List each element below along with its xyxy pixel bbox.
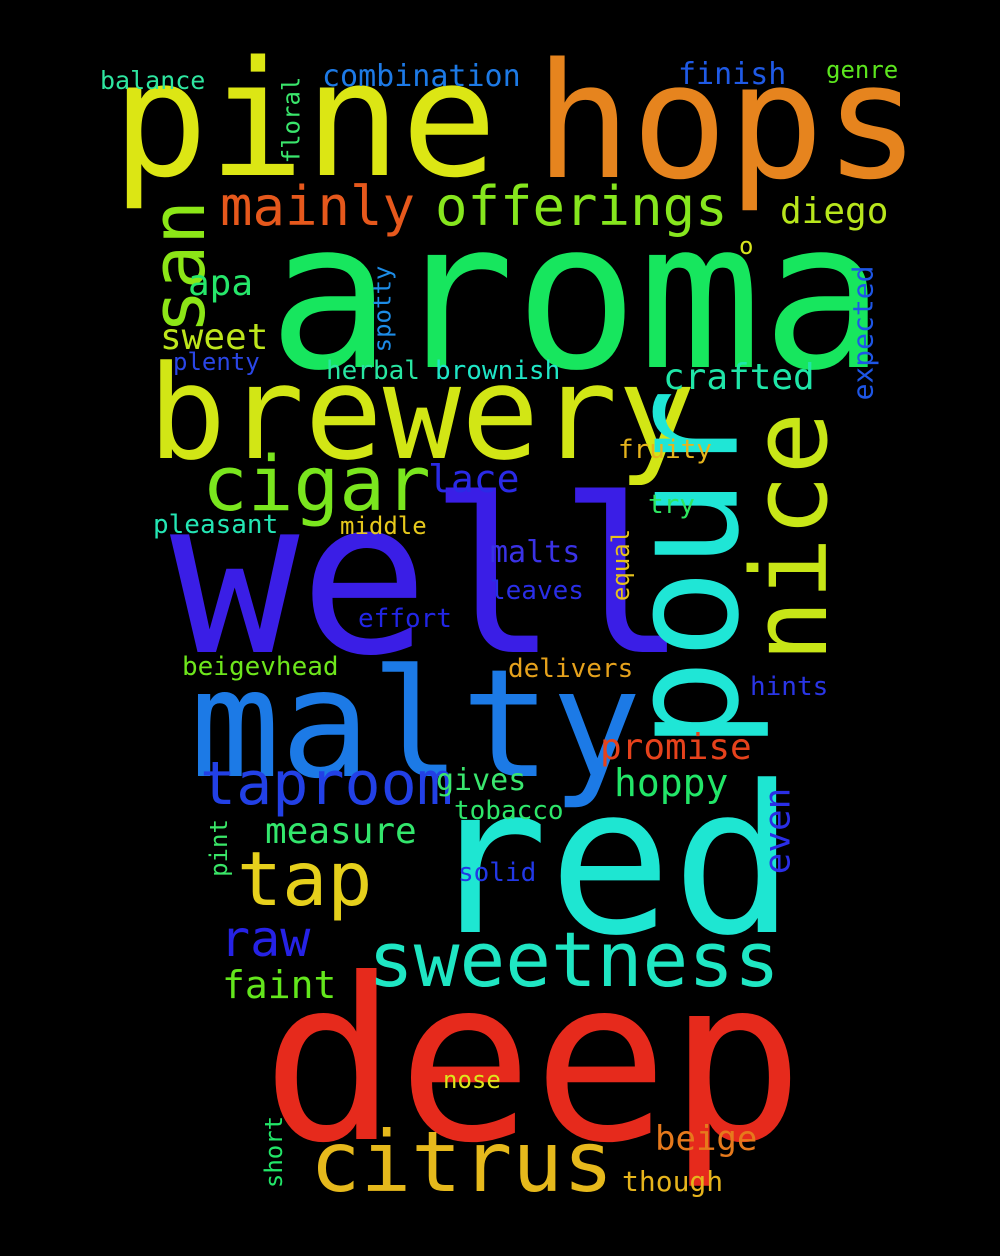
word-short: short bbox=[260, 1115, 289, 1189]
word-cigar: cigar bbox=[202, 439, 431, 528]
word-floral: floral bbox=[277, 76, 306, 164]
word-raw: raw bbox=[220, 910, 311, 968]
word-solid: solid bbox=[458, 858, 537, 888]
word-middle: middle bbox=[340, 512, 427, 540]
word-hints: hints bbox=[750, 672, 829, 702]
word-diego: diego bbox=[780, 191, 889, 232]
word-even: even bbox=[757, 787, 799, 875]
word-combination: combination bbox=[322, 59, 521, 94]
word-plenty: plenty bbox=[173, 348, 260, 376]
word-delivers: delivers bbox=[508, 654, 634, 684]
word-lace: lace bbox=[428, 457, 520, 501]
word-hops: hops bbox=[535, 28, 921, 215]
word-gives: gives bbox=[436, 763, 527, 798]
word-nose: nose bbox=[443, 1066, 501, 1094]
word-citrus: citrus bbox=[310, 1113, 614, 1211]
word-balance: balance bbox=[100, 66, 206, 95]
word-fruity: fruity bbox=[618, 435, 712, 465]
word-spotty: spotty bbox=[368, 265, 397, 353]
word-o: o bbox=[739, 232, 754, 260]
word-though: though bbox=[622, 1165, 724, 1198]
word-taproom: taproom bbox=[200, 749, 453, 819]
word-try: try bbox=[648, 490, 695, 520]
word-brewery: brewery bbox=[148, 337, 696, 489]
word-beigevhead: beigevhead bbox=[182, 652, 339, 682]
word-brownish: brownish bbox=[435, 356, 561, 386]
word-genre: genre bbox=[826, 56, 899, 84]
word-pine: pine bbox=[112, 26, 498, 213]
word-effort: effort bbox=[358, 604, 452, 634]
word-finish: finish bbox=[678, 57, 787, 92]
word-aroma: aroma bbox=[268, 178, 886, 416]
word-promise: promise bbox=[600, 727, 752, 768]
word-beige: beige bbox=[655, 1119, 758, 1159]
word-tap: tap bbox=[237, 835, 373, 923]
word-pint: pint bbox=[204, 819, 233, 877]
word-sweetness: sweetness bbox=[368, 915, 780, 1004]
word-apa: apa bbox=[188, 263, 254, 304]
word-faint: faint bbox=[222, 963, 337, 1007]
word-red: red bbox=[425, 743, 796, 981]
word-mainly: mainly bbox=[220, 175, 416, 238]
word-malty: malty bbox=[190, 638, 642, 812]
word-nice: nice bbox=[729, 411, 852, 663]
word-malts: malts bbox=[490, 535, 581, 570]
word-equal: equal bbox=[607, 528, 636, 602]
word-leaves: leaves bbox=[490, 576, 584, 606]
word-pleasant: pleasant bbox=[153, 510, 279, 540]
word-deep: deep bbox=[262, 931, 804, 1193]
word-hoppy: hoppy bbox=[614, 761, 729, 805]
word-measure: measure bbox=[265, 811, 417, 852]
word-tobacco: tobacco bbox=[454, 796, 564, 826]
word-crafted: crafted bbox=[663, 357, 815, 398]
word-sweet: sweet bbox=[160, 317, 269, 358]
word-herbal: herbal bbox=[326, 356, 420, 386]
word-well: well bbox=[170, 452, 688, 703]
word-expected: expected bbox=[846, 265, 880, 401]
word-offerings: offerings bbox=[435, 175, 728, 238]
